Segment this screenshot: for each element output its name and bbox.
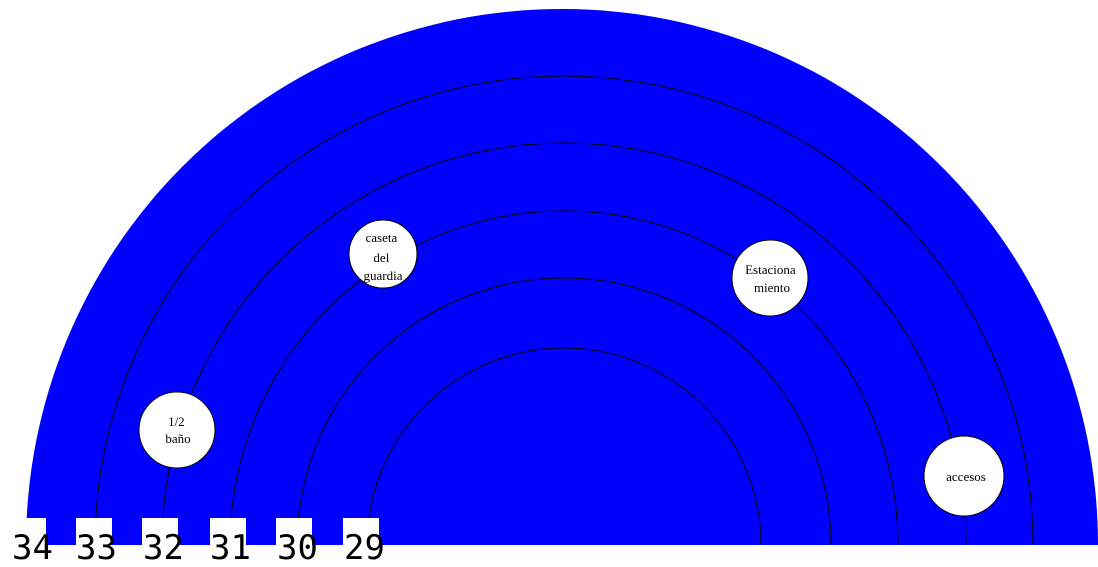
node-label: accesos [946, 469, 986, 484]
node-accesos[interactable]: accesos [923, 435, 1005, 517]
node-estacionamiento[interactable]: Estaciona miento [731, 239, 809, 317]
node-label: 1/2 baño [165, 414, 190, 446]
ring-arc-33 [94, 75, 1034, 546]
ring-arcs [94, 75, 1034, 546]
ring-labels: 34 33 32 31 30 29 [10, 518, 385, 567]
ring-label-29: 29 [344, 528, 385, 567]
node-label: Estaciona miento [745, 262, 799, 295]
ring-label-33: 33 [76, 528, 117, 567]
ring-label-box [76, 518, 112, 567]
ring-arc-32 [161, 142, 967, 546]
node-medio-bano[interactable]: 1/2 baño [138, 391, 216, 469]
ring-label-box [343, 518, 379, 567]
node-label: caseta del guardia [364, 230, 403, 283]
node-caseta-del-guardia[interactable]: caseta del guardia [348, 219, 418, 289]
ring-arc-29 [366, 347, 762, 546]
node-circle [348, 219, 418, 289]
half-disc-area [26, 9, 1098, 545]
ring-label-34: 34 [12, 528, 53, 567]
node-circle [138, 391, 216, 469]
ring-arc-31 [229, 210, 899, 546]
node-circle [731, 239, 809, 317]
ring-label-box [10, 518, 46, 567]
ring-label-box [276, 518, 312, 567]
ring-label-32: 32 [143, 528, 184, 567]
ring-label-box [142, 518, 178, 567]
ring-arc-30 [296, 277, 832, 546]
ring-label-31: 31 [210, 528, 251, 567]
node-circle [923, 435, 1005, 517]
ring-label-box [210, 518, 246, 567]
ring-label-30: 30 [277, 528, 318, 567]
